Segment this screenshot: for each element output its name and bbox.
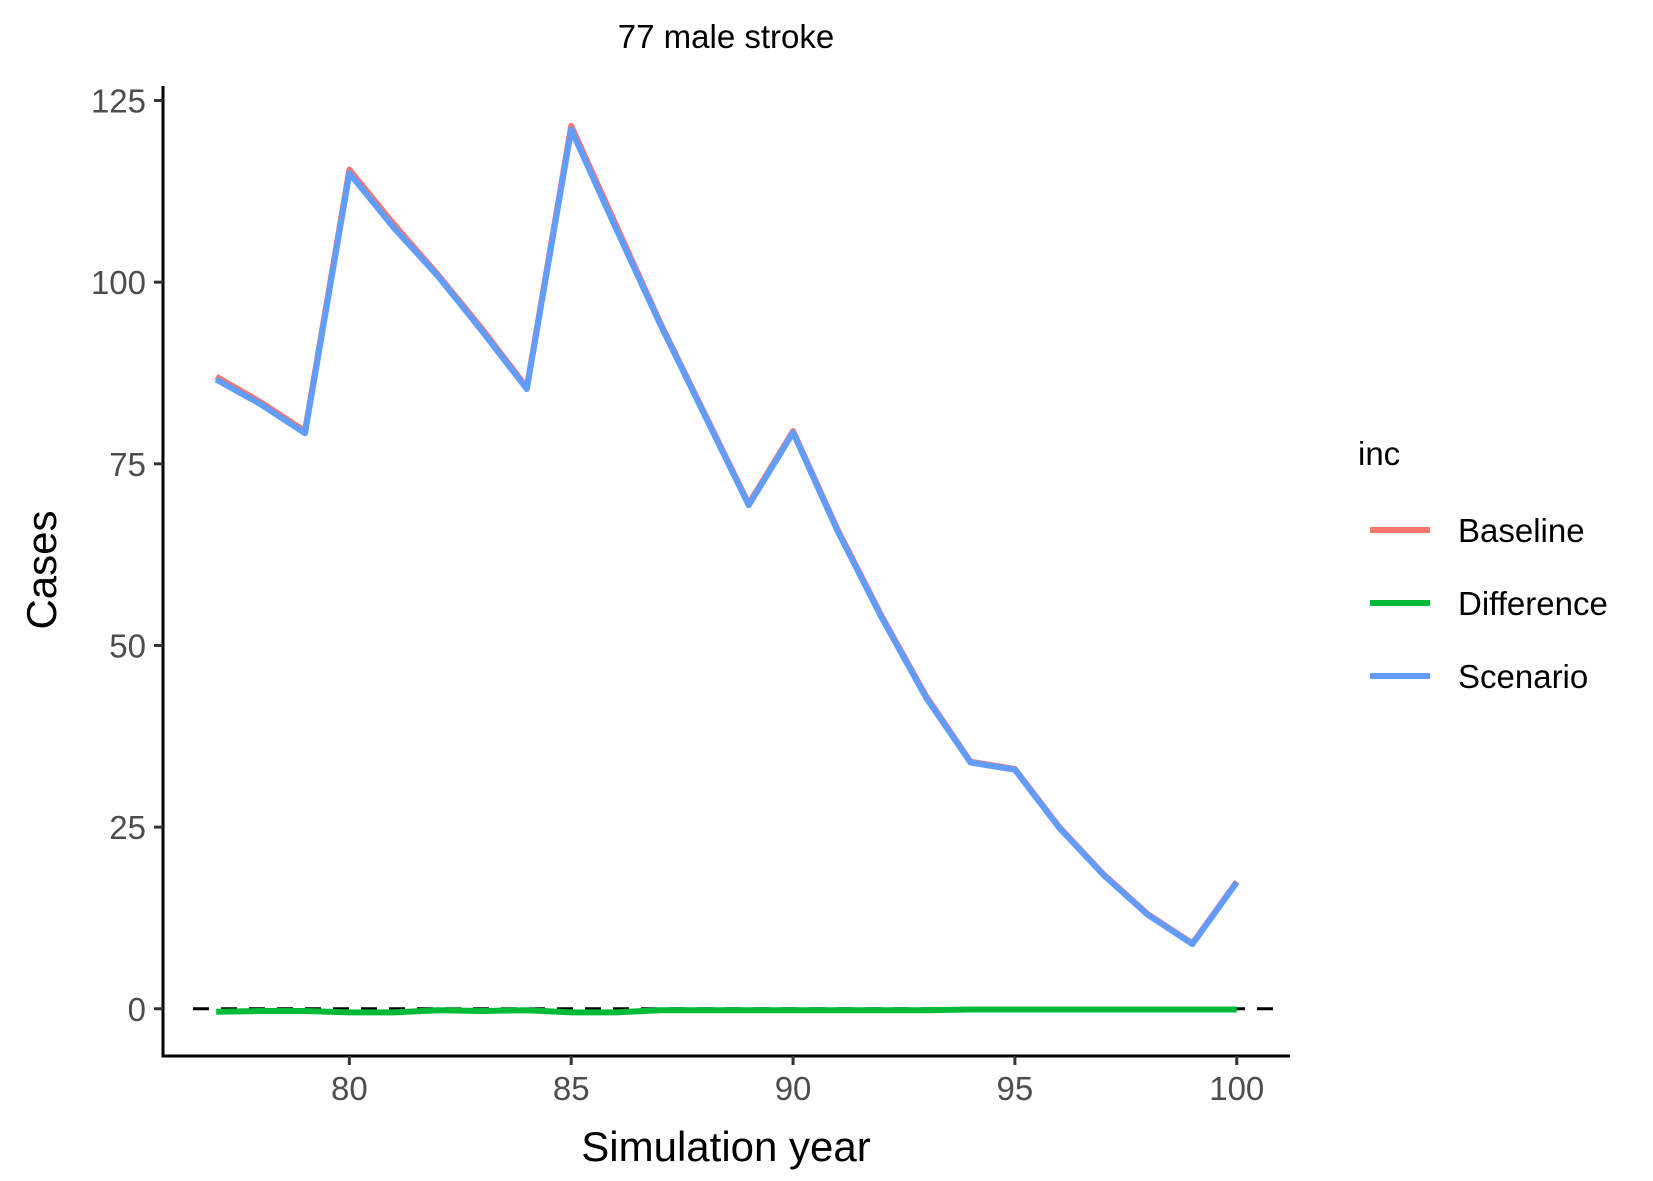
- legend-items: Baseline Difference Scenario: [1370, 512, 1608, 695]
- y-axis-ticks: 0 25 50 75 100 125: [91, 83, 163, 1028]
- series-line-baseline: [214, 123, 1240, 947]
- plot-area: 0 25 50 75 100 125 80 85 90 95 100: [91, 83, 1290, 1107]
- x-tick-label: 80: [331, 1070, 368, 1107]
- y-axis-title: Cases: [18, 510, 65, 629]
- legend-label-baseline: Baseline: [1458, 512, 1585, 549]
- x-tick-label: 100: [1209, 1070, 1264, 1107]
- x-axis-title: Simulation year: [581, 1123, 870, 1170]
- y-tick-label: 0: [128, 991, 146, 1028]
- chart-title: 77 male stroke: [618, 18, 834, 55]
- legend-title: inc: [1358, 435, 1400, 472]
- x-tick-label: 95: [997, 1070, 1034, 1107]
- series-line-scenario: [214, 126, 1240, 948]
- series-line-difference: [216, 1006, 1237, 1016]
- y-tick-label: 125: [91, 83, 146, 120]
- series-lines: [214, 123, 1240, 1016]
- x-axis-ticks: 80 85 90 95 100: [331, 1056, 1264, 1107]
- x-tick-label: 90: [775, 1070, 812, 1107]
- legend-label-difference: Difference: [1458, 585, 1608, 622]
- y-tick-label: 100: [91, 264, 146, 301]
- y-tick-label: 75: [109, 446, 146, 483]
- legend: inc Baseline Difference Scenario: [1358, 435, 1608, 695]
- y-tick-label: 50: [109, 627, 146, 664]
- y-tick-label: 25: [109, 809, 146, 846]
- x-tick-label: 85: [553, 1070, 590, 1107]
- legend-label-scenario: Scenario: [1458, 658, 1588, 695]
